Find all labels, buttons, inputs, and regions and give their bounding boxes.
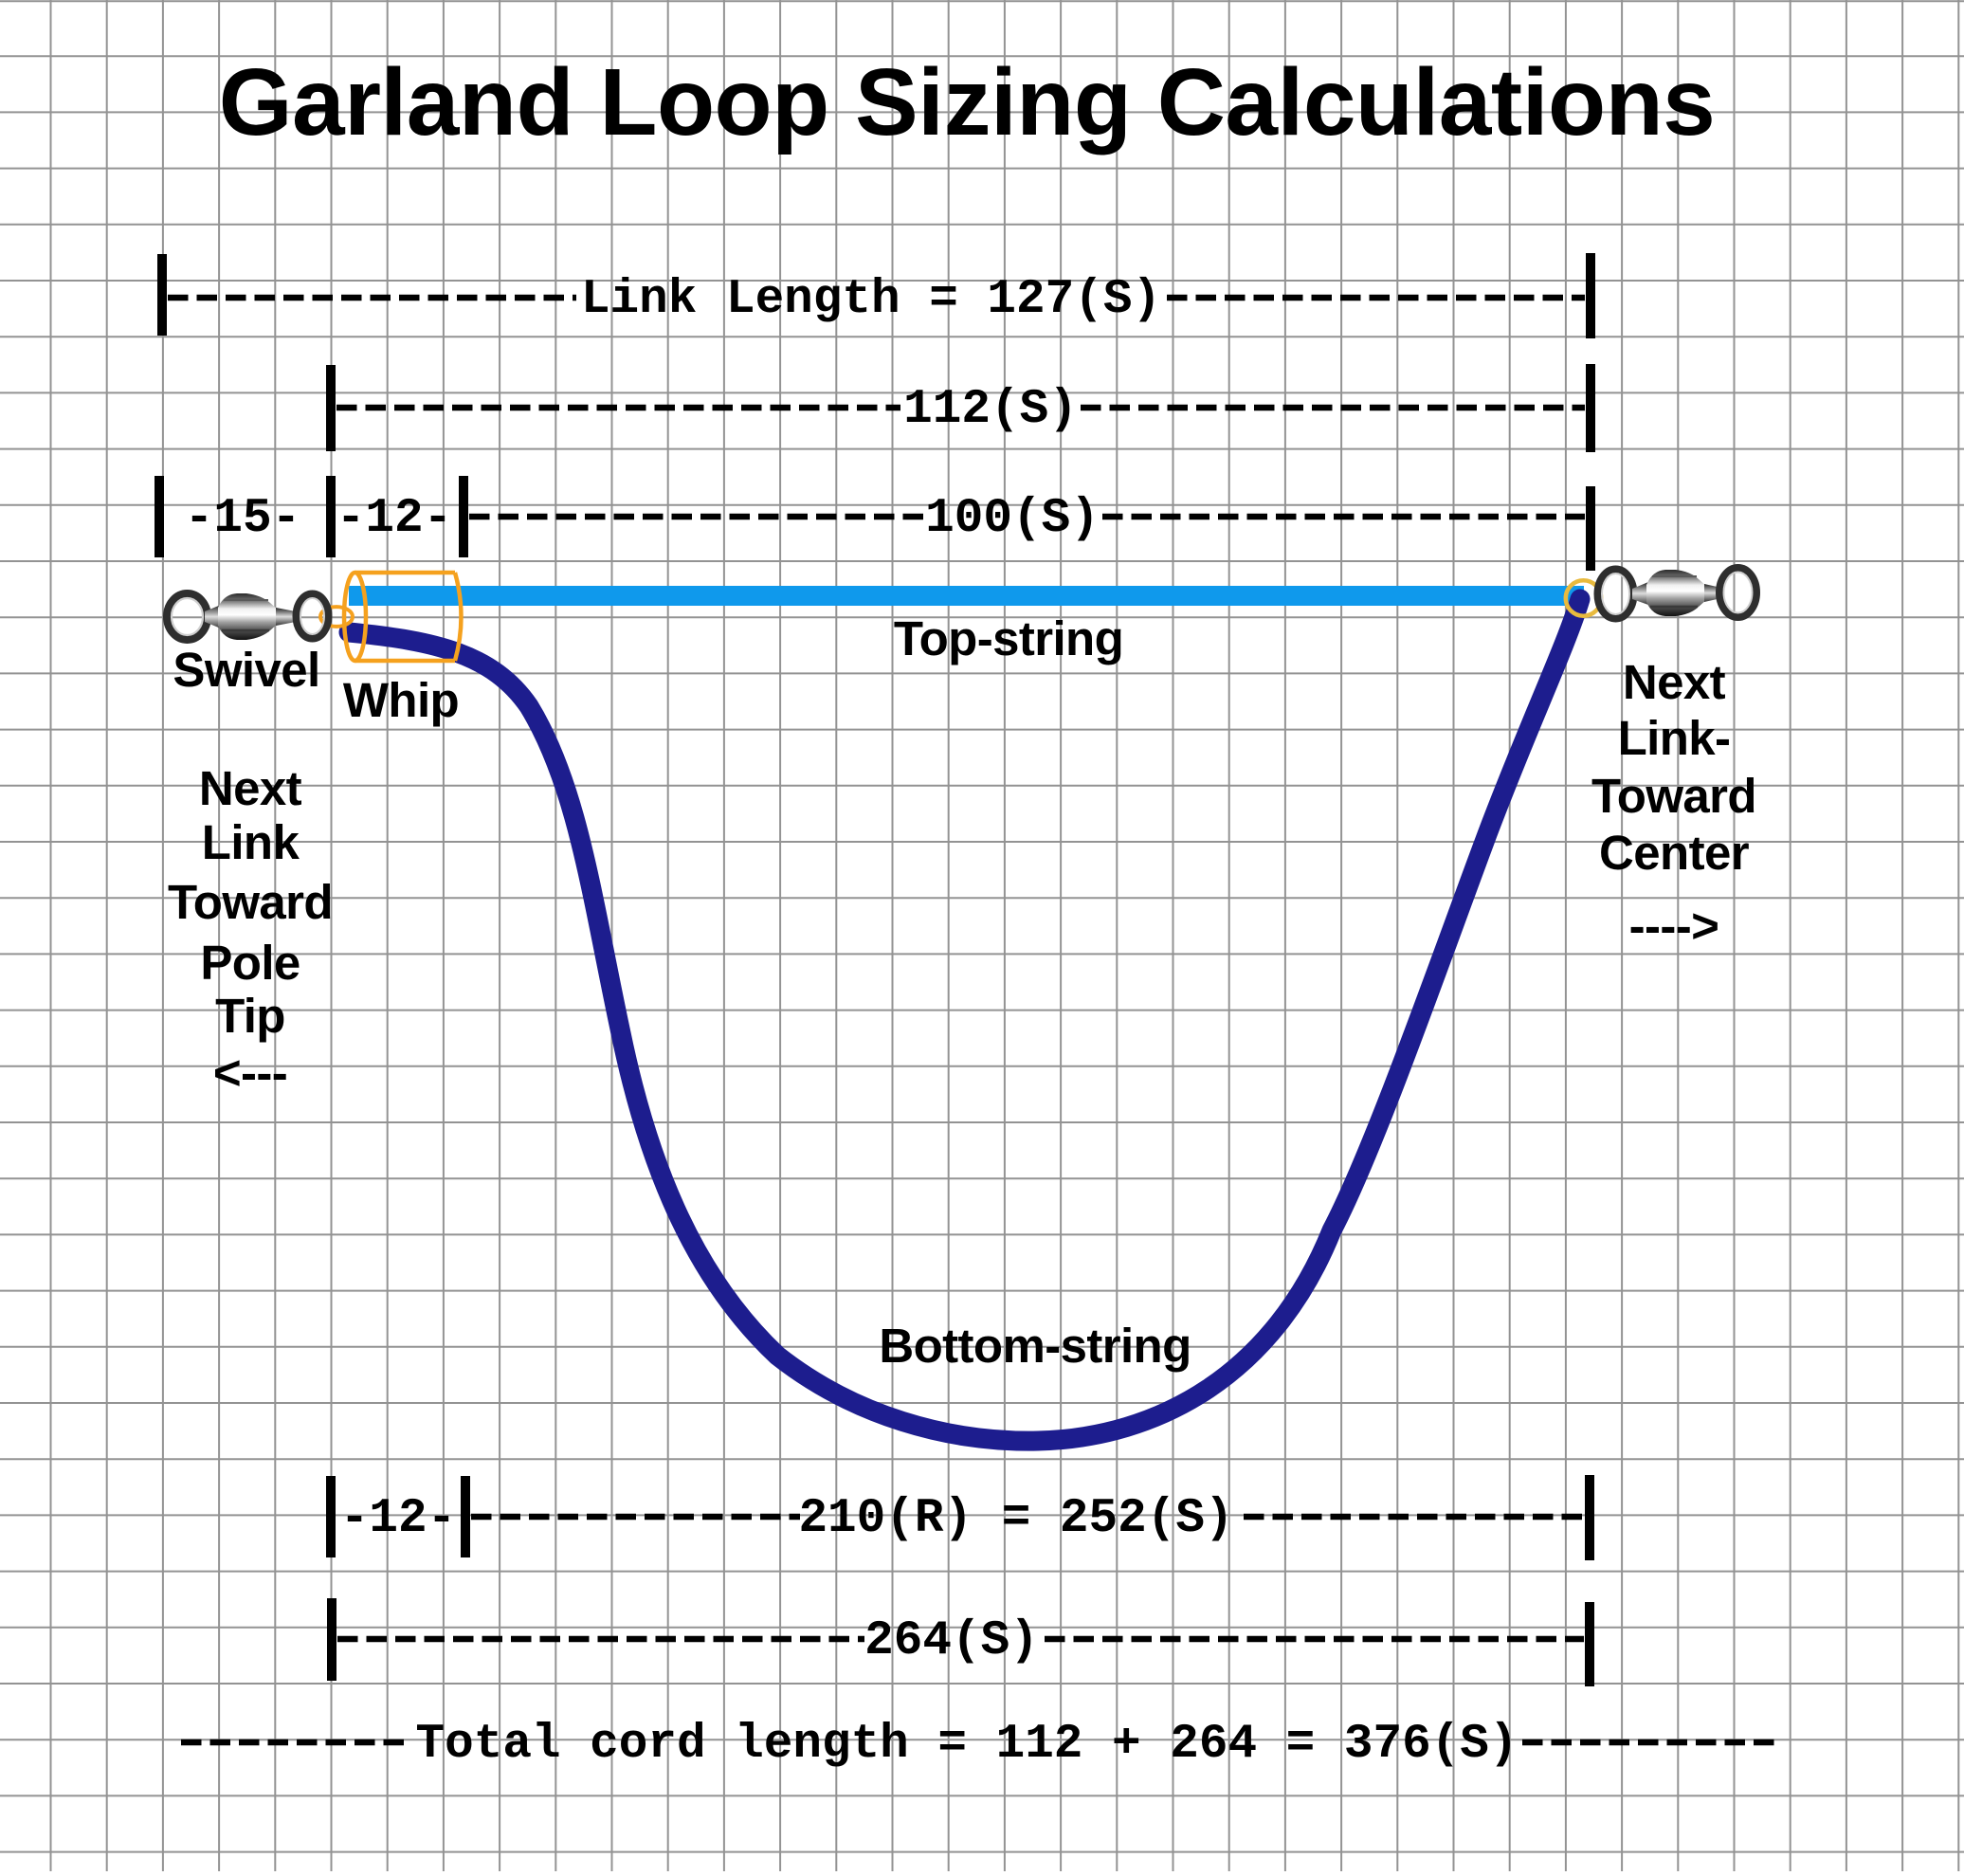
svg-text:---->: ----> — [1629, 899, 1719, 953]
svg-text:112(S): 112(S) — [903, 383, 1078, 437]
svg-text:Garland Loop Sizing Calculatio: Garland Loop Sizing Calculations — [219, 49, 1716, 155]
svg-text:Bottom-string: Bottom-string — [879, 1319, 1191, 1373]
svg-text:Link-: Link- — [1618, 711, 1731, 765]
svg-text:Whip: Whip — [343, 673, 459, 727]
svg-text:Swivel: Swivel — [173, 643, 319, 697]
svg-text:Toward: Toward — [168, 875, 333, 929]
svg-text:Toward: Toward — [1591, 769, 1756, 823]
svg-text:Total cord length = 112 + 264: Total cord length = 112 + 264 = 376(S) — [416, 1718, 1518, 1772]
svg-text:-12-: -12- — [340, 1492, 456, 1546]
svg-text:Next: Next — [1623, 655, 1726, 709]
svg-text:-12-: -12- — [336, 492, 452, 546]
svg-text:Center: Center — [1599, 826, 1750, 880]
svg-text:264(S): 264(S) — [864, 1614, 1039, 1668]
svg-text:Tip: Tip — [215, 989, 285, 1043]
svg-text:210(R) = 252(S): 210(R) = 252(S) — [798, 1492, 1233, 1546]
svg-text:-15-: -15- — [185, 492, 300, 546]
svg-text:100(S): 100(S) — [925, 492, 1100, 546]
svg-text:Next: Next — [199, 761, 302, 815]
svg-text:Link: Link — [202, 815, 300, 869]
svg-text:Pole: Pole — [200, 936, 300, 990]
svg-text:Top-string: Top-string — [894, 611, 1123, 665]
svg-text:Link Length = 127(S): Link Length = 127(S) — [581, 273, 1161, 327]
svg-text:<---: <--- — [213, 1046, 287, 1100]
